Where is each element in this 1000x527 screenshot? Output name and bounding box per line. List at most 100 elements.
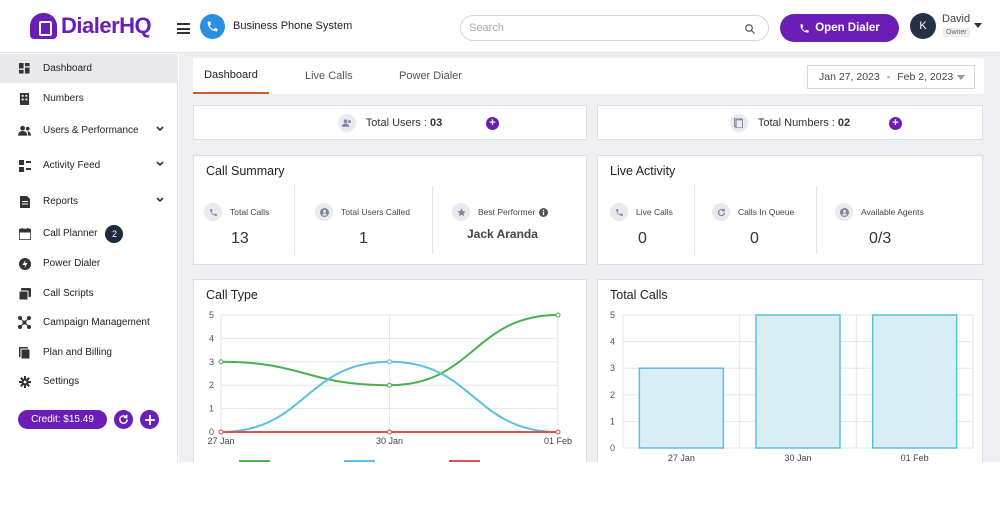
sidebar-item-campaign-management[interactable]: Campaign Management bbox=[0, 308, 178, 337]
billing-icon bbox=[18, 346, 31, 359]
tab-dashboard[interactable]: Dashboard bbox=[193, 58, 269, 94]
date-range-picker[interactable]: Jan 27, 2023 - Feb 2, 2023 bbox=[807, 65, 975, 89]
avatar[interactable]: K bbox=[910, 13, 936, 39]
main-content: Dashboard Live Calls Power Dialer Jan 27… bbox=[179, 53, 1000, 462]
metric-value: 1 bbox=[359, 230, 368, 247]
metric-value: 13 bbox=[231, 230, 249, 247]
metric-value: 0 bbox=[638, 230, 647, 247]
user-menu-caret-icon[interactable] bbox=[974, 23, 982, 28]
sidebar-item-call-scripts[interactable]: Call Scripts bbox=[0, 279, 178, 308]
y-tick-label: 1 bbox=[209, 404, 214, 414]
date-range-separator: - bbox=[886, 71, 891, 83]
user-icon bbox=[315, 203, 333, 221]
sidebar-item-settings[interactable]: Settings bbox=[0, 367, 178, 396]
numbers-icon bbox=[729, 113, 748, 132]
add-credit-button[interactable] bbox=[140, 410, 159, 429]
live-activity-card: Live Activity Live Calls 0 Calls In Queu… bbox=[597, 155, 983, 265]
sidebar-item-label: Users & Performance bbox=[43, 125, 139, 136]
building-icon bbox=[18, 92, 31, 105]
search-icon[interactable] bbox=[744, 22, 756, 40]
add-number-button[interactable]: + bbox=[889, 117, 902, 130]
series-point-2 bbox=[218, 429, 224, 435]
logo-text: DialerHQ bbox=[61, 13, 152, 38]
tab-power-dialer[interactable]: Power Dialer bbox=[399, 70, 462, 82]
y-tick-label: 5 bbox=[209, 310, 214, 320]
total-calls-card: Total Calls 0 1 2 3 4 5 27 Jan 30 Jan 01 Feb bbox=[597, 279, 983, 462]
y-tick-label: 4 bbox=[209, 333, 214, 343]
date-range-caret-icon bbox=[957, 75, 965, 80]
app-title: Business Phone System bbox=[233, 20, 353, 32]
sidebar-item-label: Reports bbox=[43, 196, 79, 207]
agent-icon bbox=[835, 203, 853, 221]
total-calls-title: Total Calls bbox=[610, 288, 668, 302]
sidebar-item-plan-billing[interactable]: Plan and Billing bbox=[0, 338, 178, 367]
x-tick-label: 27 Jan bbox=[207, 436, 234, 446]
user-name[interactable]: David bbox=[942, 13, 971, 25]
sidebar-item-label: Call Planner bbox=[43, 228, 98, 239]
info-icon[interactable] bbox=[539, 207, 549, 217]
logo-mark-icon bbox=[30, 13, 57, 39]
sidebar-item-call-planner[interactable]: Call Planner 2 bbox=[0, 219, 178, 248]
chevron-down-icon bbox=[156, 126, 164, 132]
open-dialer-label: Open Dialer bbox=[815, 22, 880, 34]
search-input[interactable] bbox=[469, 16, 729, 40]
metric-label: Total Calls bbox=[230, 207, 270, 217]
metric-value: 0 bbox=[750, 230, 759, 247]
date-range-start: Jan 27, 2023 bbox=[819, 71, 880, 83]
metric-total-users-called: Total Users Called 1 bbox=[315, 185, 425, 265]
metric-head: Live Calls bbox=[610, 203, 673, 221]
metric-head: Calls In Queue bbox=[712, 203, 794, 221]
tab-live-calls[interactable]: Live Calls bbox=[305, 70, 353, 82]
chevron-down-icon bbox=[156, 161, 164, 167]
power-icon bbox=[18, 257, 31, 270]
app-root: DialerHQ Business Phone System Open Dial… bbox=[0, 13, 1000, 462]
total-calls-chart: 0 1 2 3 4 5 27 Jan 30 Jan 01 Feb bbox=[610, 310, 974, 462]
sidebar-item-label: Campaign Management bbox=[43, 317, 150, 328]
star-icon bbox=[452, 203, 470, 221]
date-range-end: Feb 2, 2023 bbox=[897, 71, 954, 83]
sidebar: Dashboard Numbers Users & Performance Ac… bbox=[0, 53, 178, 462]
total-numbers-value: 02 bbox=[837, 116, 851, 129]
refresh-credit-button[interactable] bbox=[114, 410, 133, 429]
sidebar-item-power-dialer[interactable]: Power Dialer bbox=[0, 249, 178, 278]
metric-available-agents: Available Agents 0/3 bbox=[835, 185, 945, 265]
call-type-card: Call Type 0 1 2 3 4 5 27 Jan 30 Jan 01 Feb bbox=[193, 279, 587, 462]
hamburger-menu-icon[interactable] bbox=[177, 23, 190, 34]
add-user-button[interactable]: + bbox=[486, 117, 499, 130]
total-numbers-card: Total Numbers : 02 + bbox=[597, 105, 983, 140]
sidebar-item-users-performance[interactable]: Users & Performance bbox=[0, 116, 178, 145]
metric-head: Total Calls bbox=[204, 203, 269, 221]
series-point-0 bbox=[218, 359, 224, 365]
call-type-title: Call Type bbox=[206, 288, 258, 302]
logo[interactable]: DialerHQ bbox=[30, 13, 152, 39]
sidebar-item-activity-feed[interactable]: Activity Feed bbox=[0, 151, 178, 180]
sidebar-item-label: Activity Feed bbox=[43, 160, 101, 171]
sidebar-item-dashboard[interactable]: Dashboard bbox=[0, 54, 178, 83]
refresh-icon bbox=[119, 414, 128, 424]
call-summary-card: Call Summary Total Calls 13 Total Users … bbox=[193, 155, 587, 265]
total-users-label: Total Users : bbox=[365, 116, 430, 129]
divider bbox=[294, 186, 295, 254]
series-point-2 bbox=[555, 429, 561, 435]
x-tick-label: 01 Feb bbox=[544, 436, 572, 446]
open-dialer-button[interactable]: Open Dialer bbox=[780, 14, 899, 42]
calendar-icon bbox=[18, 227, 31, 240]
metric-calls-in-queue: Calls In Queue 0 bbox=[712, 185, 812, 265]
metric-value: Jack Aranda bbox=[467, 227, 538, 241]
metric-head: Available Agents bbox=[835, 203, 924, 221]
total-users-card: Total Users : 03 + bbox=[193, 105, 587, 140]
sidebar-item-reports[interactable]: Reports bbox=[0, 187, 178, 216]
metric-head: Total Users Called bbox=[315, 203, 410, 221]
phone-system-icon bbox=[200, 14, 225, 39]
search-box bbox=[460, 15, 769, 41]
chevron-down-icon bbox=[156, 197, 164, 203]
bar bbox=[755, 314, 841, 449]
tab-bar: Dashboard Live Calls Power Dialer Jan 27… bbox=[193, 58, 984, 94]
series-point-0 bbox=[555, 312, 561, 318]
call-summary-title: Call Summary bbox=[206, 164, 285, 178]
divider bbox=[816, 186, 817, 254]
credit-badge[interactable]: Credit: $15.49 bbox=[18, 410, 107, 429]
sidebar-item-numbers[interactable]: Numbers bbox=[0, 84, 178, 113]
sidebar-item-label: Plan and Billing bbox=[43, 347, 112, 358]
metric-head: Best Performer bbox=[452, 203, 549, 221]
